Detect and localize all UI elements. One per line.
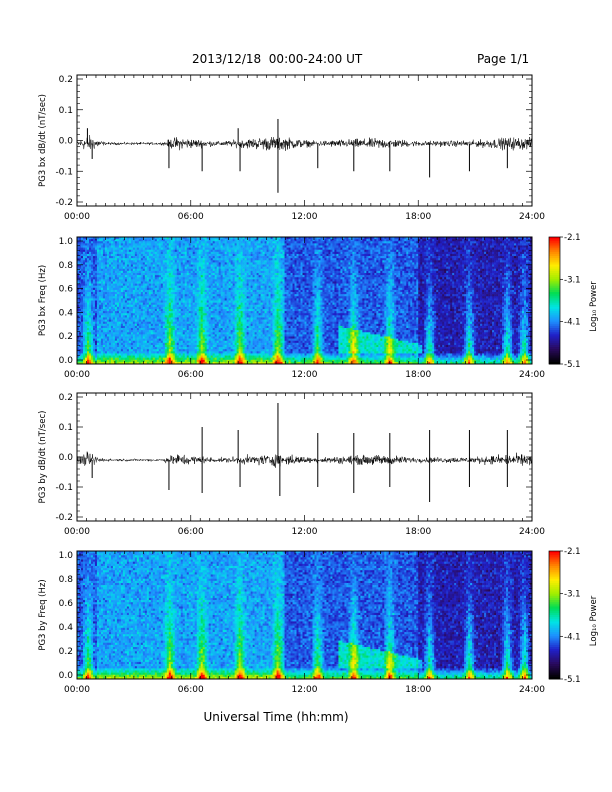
x-tick-label: 24:00 <box>519 685 545 695</box>
panel-3-axes: 00:00 06:00 12:00 18:00 24:00 0.2 0.1 0.0 -0.1 -0… <box>38 392 545 537</box>
y-tick-label: 0.8 <box>59 261 74 271</box>
dbdt-trace <box>76 451 533 468</box>
y-axis-label: PG3 bx Freq (Hz) <box>38 265 48 336</box>
y-tick-label: 0.0 <box>59 137 74 147</box>
colorbar-tick-label: -3.1 <box>564 590 581 600</box>
y-tick-label: 0.8 <box>59 575 74 585</box>
y-tick-label: 0.2 <box>59 647 73 657</box>
x-tick-label: 06:00 <box>178 370 204 380</box>
colorbar-label: Log₁₀ Power <box>589 281 599 332</box>
x-tick-label: 24:00 <box>519 212 545 222</box>
x-tick-label: 12:00 <box>292 212 318 222</box>
colorbar-label: Log₁₀ Power <box>589 595 599 646</box>
panel-2-axes: 00:00 06:00 12:00 18:00 24:00 1.0 0.8 0.6 0.4 0.2… <box>38 236 545 380</box>
colorbar-tick-label: -2.1 <box>564 233 581 243</box>
x-tick-label: 00:00 <box>64 212 90 222</box>
page-title: 2013/12/18 00:00-24:00 UT <box>192 52 362 66</box>
x-tick-label: 18:00 <box>405 527 431 537</box>
y-tick-label: 0.0 <box>59 671 74 681</box>
x-tick-label: 00:00 <box>64 685 90 695</box>
y-tick-label: 0.6 <box>59 599 74 609</box>
y-tick-label: 0.0 <box>59 453 74 463</box>
x-tick-label: 00:00 <box>64 370 90 380</box>
colorbar-4: -2.1 -3.1 -4.1 -5.1 Log₁₀ Power <box>548 547 599 685</box>
plot-frame <box>76 392 533 522</box>
colorbar-tick-label: -4.1 <box>564 632 581 642</box>
colorbar-2: -2.1 -3.1 -4.1 -5.1 Log₁₀ Power <box>548 233 599 370</box>
x-tick-label: 06:00 <box>178 685 204 695</box>
y-tick-label: 0.6 <box>59 285 74 295</box>
y-tick-label: 0.2 <box>59 332 73 342</box>
x-tick-label: 18:00 <box>405 685 431 695</box>
x-tick-label: 18:00 <box>405 212 431 222</box>
y-tick-label: 0.4 <box>59 308 74 318</box>
x-tick-label: 24:00 <box>519 370 545 380</box>
x-tick-label: 00:00 <box>64 527 90 537</box>
x-tick-label: 24:00 <box>519 527 545 537</box>
spectrogram-2 <box>77 237 533 365</box>
y-tick-label: 0.2 <box>59 393 73 403</box>
colorbar-tick-label: -2.1 <box>564 547 581 557</box>
x-tick-label: 12:00 <box>292 370 318 380</box>
y-tick-label: 0.1 <box>59 423 73 433</box>
panel-4-axes: 00:00 06:00 12:00 18:00 24:00 1.0 0.8 0.6 0.4 0.2… <box>38 550 545 695</box>
x-axis-label: Universal Time (hh:mm) <box>203 710 348 724</box>
y-tick-label: 0.4 <box>59 623 74 633</box>
y-axis-label: PG3 by Freq (Hz) <box>38 579 48 650</box>
y-tick-label: -0.2 <box>55 513 73 523</box>
y-axis-label: PG3 bx dB/dt (nT/sec) <box>38 94 48 187</box>
x-tick-label: 12:00 <box>292 527 318 537</box>
x-tick-label: 06:00 <box>178 527 204 537</box>
y-axis-label: PG3 by dB/dt (nT/sec) <box>38 411 48 504</box>
x-tick-label: 12:00 <box>292 685 318 695</box>
x-tick-label: 06:00 <box>178 212 204 222</box>
y-tick-label: 1.0 <box>59 237 74 247</box>
colorbar-tick-label: -3.1 <box>564 275 581 285</box>
y-tick-label: -0.2 <box>55 198 73 208</box>
page-number: Page 1/1 <box>477 52 529 66</box>
y-tick-label: -0.1 <box>55 167 73 177</box>
dbdt-trace <box>76 134 533 151</box>
y-tick-label: 1.0 <box>59 551 74 561</box>
y-tick-label: 0.0 <box>59 356 74 366</box>
colorbar-tick-label: -5.1 <box>564 360 581 370</box>
y-tick-label: -0.1 <box>55 483 73 493</box>
colorbar-tick-label: -4.1 <box>564 318 581 328</box>
panel-1-axes: 00:00 06:00 12:00 18:00 24:00 0.2 0.1 0.0 -0.1 -0… <box>38 74 545 222</box>
y-tick-label: 0.2 <box>59 75 73 85</box>
x-tick-label: 18:00 <box>405 370 431 380</box>
plot-frame <box>76 74 533 207</box>
colorbar-tick-label: -5.1 <box>564 675 581 685</box>
spectrogram-4 <box>77 551 533 680</box>
y-tick-label: 0.1 <box>59 106 73 116</box>
